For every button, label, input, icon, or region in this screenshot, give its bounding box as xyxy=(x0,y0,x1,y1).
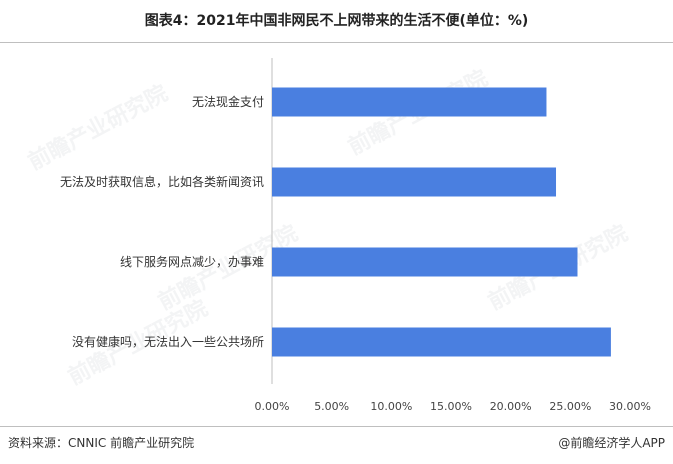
chart-title: 图表4：2021年中国非网民不上网带来的生活不便(单位：%) xyxy=(144,13,529,29)
x-tick-label: 0.00% xyxy=(255,400,290,413)
category-label: 没有健康吗，无法出入一些公共场所 xyxy=(72,334,264,349)
x-tick-label: 15.00% xyxy=(430,400,472,413)
x-tick-label: 25.00% xyxy=(549,400,591,413)
category-label: 线下服务网点减少，办事难 xyxy=(120,254,264,269)
bar xyxy=(272,247,578,277)
x-tick-label: 20.00% xyxy=(490,400,532,413)
bar xyxy=(272,327,611,357)
x-tick-label: 5.00% xyxy=(314,400,349,413)
title-divider xyxy=(0,42,673,43)
source-note: 资料来源：CNNIC 前瞻产业研究院 xyxy=(8,436,195,450)
x-tick-label: 30.00% xyxy=(609,400,651,413)
brand-credit: @前瞻经济学人APP xyxy=(558,436,665,450)
bar xyxy=(272,87,547,117)
category-label: 无法及时获取信息，比如各类新闻资讯 xyxy=(60,174,264,189)
category-label: 无法现金支付 xyxy=(192,94,264,109)
x-tick-label: 10.00% xyxy=(370,400,412,413)
bar xyxy=(272,167,557,197)
footer-divider xyxy=(0,426,673,427)
